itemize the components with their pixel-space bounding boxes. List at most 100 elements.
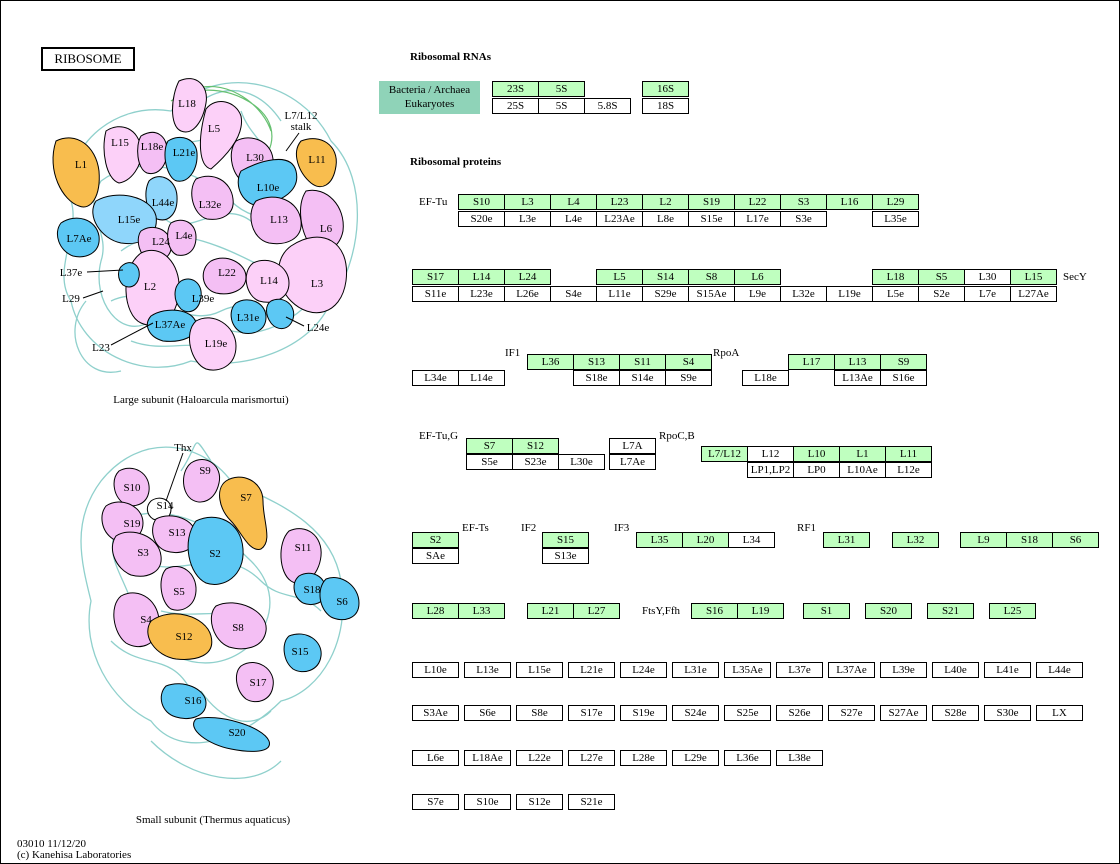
protein-box[interactable]: L10 bbox=[793, 446, 840, 462]
protein-box[interactable]: S19 bbox=[688, 194, 735, 210]
protein-box[interactable]: L28e bbox=[620, 750, 667, 766]
protein-box[interactable]: S24e bbox=[672, 705, 719, 721]
protein-box[interactable]: L14e bbox=[458, 370, 505, 386]
protein-box[interactable]: SAe bbox=[412, 548, 459, 564]
protein-s3[interactable] bbox=[111, 531, 162, 577]
rrna-16s[interactable]: 16S bbox=[642, 81, 689, 97]
protein-box[interactable]: L14 bbox=[458, 269, 505, 285]
protein-box[interactable]: S17 bbox=[412, 269, 459, 285]
protein-box[interactable]: S29e bbox=[642, 286, 689, 302]
protein-box[interactable]: S23e bbox=[512, 454, 559, 470]
protein-box[interactable]: L31e bbox=[672, 662, 719, 678]
protein-box[interactable]: S2 bbox=[412, 532, 459, 548]
protein-box[interactable]: S4e bbox=[550, 286, 597, 302]
protein-box[interactable]: L33 bbox=[458, 603, 505, 619]
protein-box[interactable]: L37e bbox=[776, 662, 823, 678]
protein-box[interactable]: L15 bbox=[1010, 269, 1057, 285]
protein-box[interactable]: L31 bbox=[823, 532, 870, 548]
protein-s6[interactable] bbox=[319, 577, 360, 621]
protein-box[interactable]: L34 bbox=[728, 532, 775, 548]
protein-box[interactable]: L19e bbox=[826, 286, 873, 302]
protein-box[interactable]: L30e bbox=[558, 454, 605, 470]
protein-l19e[interactable] bbox=[188, 317, 237, 371]
protein-l11[interactable] bbox=[296, 138, 337, 188]
protein-l22[interactable] bbox=[202, 257, 247, 295]
protein-l18[interactable] bbox=[172, 78, 207, 133]
protein-box[interactable]: S15e bbox=[688, 211, 735, 227]
protein-box[interactable]: L12 bbox=[747, 446, 794, 462]
protein-l32e[interactable] bbox=[191, 175, 234, 220]
rrna-23s[interactable]: 23S bbox=[492, 81, 539, 97]
protein-l13[interactable] bbox=[250, 196, 302, 245]
protein-box[interactable]: S13e bbox=[542, 548, 589, 564]
protein-box[interactable]: L27Ae bbox=[1010, 286, 1057, 302]
protein-box[interactable]: L1 bbox=[839, 446, 886, 462]
rrna-5s[interactable]: 5S bbox=[538, 81, 585, 97]
protein-box[interactable]: S5e bbox=[466, 454, 513, 470]
protein-box[interactable]: S28e bbox=[932, 705, 979, 721]
protein-s15[interactable] bbox=[283, 633, 322, 673]
protein-box[interactable]: S16 bbox=[691, 603, 738, 619]
protein-s5[interactable] bbox=[160, 566, 197, 611]
protein-box[interactable]: L16 bbox=[826, 194, 873, 210]
protein-s17[interactable] bbox=[235, 662, 274, 703]
protein-box[interactable]: L37Ae bbox=[828, 662, 875, 678]
protein-box[interactable]: S19e bbox=[620, 705, 667, 721]
protein-box[interactable]: S7e bbox=[412, 794, 459, 810]
protein-s16[interactable] bbox=[160, 683, 207, 719]
rrna-25s[interactable]: 25S bbox=[492, 98, 539, 114]
protein-box[interactable]: S9 bbox=[880, 354, 927, 370]
protein-box[interactable]: L6e bbox=[412, 750, 459, 766]
protein-box[interactable]: S11e bbox=[412, 286, 459, 302]
protein-l15[interactable] bbox=[103, 126, 142, 184]
protein-box[interactable]: LX bbox=[1036, 705, 1083, 721]
protein-box[interactable]: L6 bbox=[734, 269, 781, 285]
protein-box[interactable]: L39e bbox=[880, 662, 927, 678]
protein-s18[interactable] bbox=[293, 572, 327, 605]
protein-box[interactable]: S27e bbox=[828, 705, 875, 721]
protein-box[interactable]: S14 bbox=[642, 269, 689, 285]
protein-box[interactable]: L10e bbox=[412, 662, 459, 678]
protein-box[interactable]: L41e bbox=[984, 662, 1031, 678]
protein-box[interactable]: L11e bbox=[596, 286, 643, 302]
protein-box[interactable]: S9e bbox=[665, 370, 712, 386]
protein-box[interactable]: L13 bbox=[834, 354, 881, 370]
protein-box[interactable]: S27Ae bbox=[880, 705, 927, 721]
protein-box[interactable]: L7Ae bbox=[609, 454, 656, 470]
protein-box[interactable]: L23 bbox=[596, 194, 643, 210]
protein-box[interactable]: L22e bbox=[516, 750, 563, 766]
protein-s20[interactable] bbox=[193, 717, 270, 752]
protein-box[interactable]: S14e bbox=[619, 370, 666, 386]
protein-box[interactable]: S4 bbox=[665, 354, 712, 370]
protein-l37e[interactable] bbox=[118, 262, 140, 288]
protein-box[interactable]: L4 bbox=[550, 194, 597, 210]
protein-box[interactable]: S16e bbox=[880, 370, 927, 386]
protein-box[interactable]: L9 bbox=[960, 532, 1007, 548]
protein-l39e[interactable] bbox=[174, 278, 202, 313]
map-title[interactable]: RIBOSOME bbox=[41, 47, 135, 71]
protein-box[interactable]: S15 bbox=[542, 532, 589, 548]
protein-box[interactable]: L23e bbox=[458, 286, 505, 302]
protein-box[interactable]: S3e bbox=[780, 211, 827, 227]
protein-box[interactable]: L8e bbox=[642, 211, 689, 227]
protein-box[interactable]: L10Ae bbox=[839, 462, 886, 478]
protein-s13[interactable] bbox=[152, 515, 197, 553]
protein-l5[interactable] bbox=[199, 101, 243, 170]
protein-box[interactable]: L27 bbox=[573, 603, 620, 619]
protein-l37ae[interactable] bbox=[147, 309, 197, 342]
protein-box[interactable]: LP0 bbox=[793, 462, 840, 478]
protein-box[interactable]: L17e bbox=[734, 211, 781, 227]
protein-l7ae[interactable] bbox=[57, 217, 100, 258]
protein-l31e[interactable] bbox=[230, 299, 267, 334]
protein-box[interactable]: S18e bbox=[573, 370, 620, 386]
protein-l3[interactable] bbox=[278, 236, 348, 314]
protein-box[interactable]: L34e bbox=[412, 370, 459, 386]
protein-box[interactable]: L28 bbox=[412, 603, 459, 619]
protein-box[interactable]: L17 bbox=[788, 354, 835, 370]
protein-box[interactable]: L7A bbox=[609, 438, 656, 454]
protein-box[interactable]: S26e bbox=[776, 705, 823, 721]
protein-box[interactable]: L29e bbox=[672, 750, 719, 766]
protein-box[interactable]: L24 bbox=[504, 269, 551, 285]
protein-box[interactable]: S10 bbox=[458, 194, 505, 210]
protein-l24e[interactable] bbox=[266, 298, 295, 329]
